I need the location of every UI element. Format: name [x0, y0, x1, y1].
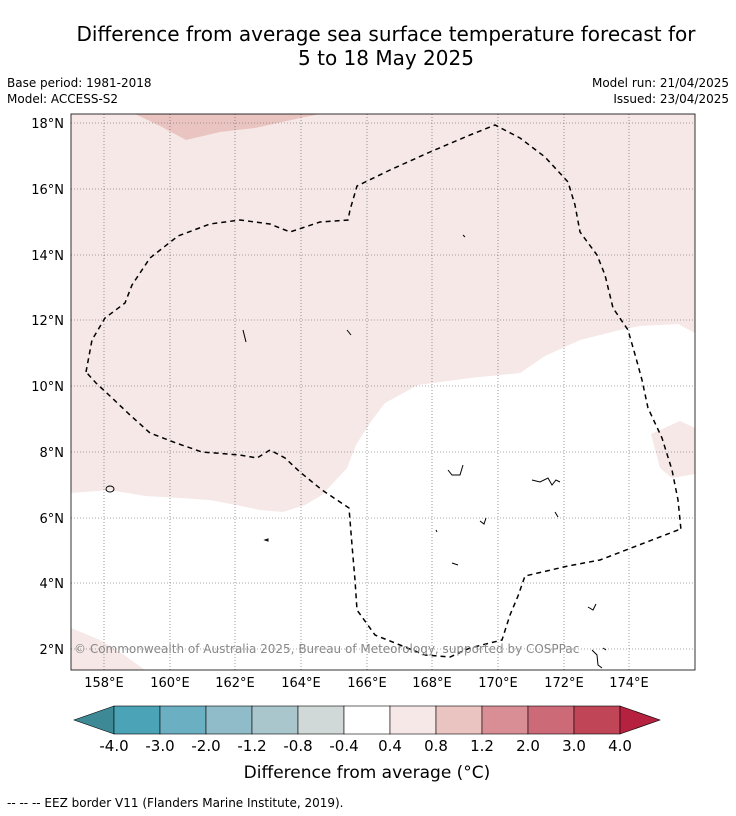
colorbar-tick-label: 3.0: [562, 737, 586, 755]
colorbar-tick-label: 0.4: [378, 737, 402, 755]
colorbar-segment: [481, 705, 529, 735]
lon-label: 172°E: [544, 676, 584, 691]
colorbar-tick-label: 4.0: [608, 737, 632, 755]
lat-label: 2°N: [40, 643, 65, 658]
lon-label: 168°E: [412, 676, 452, 691]
colorbar-tick-label: 2.0: [516, 737, 540, 755]
lon-label: 166°E: [347, 676, 387, 691]
colorbar: [73, 705, 661, 735]
title-line-1: Difference from average sea surface temp…: [76, 22, 696, 46]
lat-label: 10°N: [31, 380, 64, 395]
colorbar-segment: [435, 705, 483, 735]
lat-label: 6°N: [40, 512, 65, 527]
colorbar-segment: [527, 705, 575, 735]
meta-left: Base period: 1981-2018 Model: ACCESS-S2: [7, 75, 152, 107]
colorbar-tick-label: -3.0: [145, 737, 174, 755]
colorbar-segment: [297, 705, 345, 735]
islands: [105, 234, 607, 669]
colorbar-segment: [159, 705, 207, 735]
colorbar-segment: [113, 705, 161, 735]
meta-right: Model run: 21/04/2025 Issued: 23/04/2025: [592, 75, 729, 107]
colorbar-tick-label: -1.2: [237, 737, 266, 755]
lon-labels: 158°E 160°E 162°E 164°E 166°E 168°E 170°…: [84, 676, 649, 691]
colorbar-tick-label: -0.8: [283, 737, 312, 755]
lon-label: 158°E: [84, 676, 124, 691]
gridlines: [71, 114, 695, 670]
warm-anomaly-region: [71, 114, 695, 512]
map-frame: [70, 113, 696, 671]
lon-label: 174°E: [609, 676, 649, 691]
colorbar-segment: [205, 705, 253, 735]
colorbar-extension-high: [619, 705, 661, 735]
lat-label: 4°N: [40, 577, 65, 592]
map-title: Difference from average sea surface temp…: [0, 22, 736, 70]
colorbar-segment: [573, 705, 621, 735]
colorbar-extension-low: [73, 705, 115, 735]
lat-label: 18°N: [31, 117, 64, 132]
colorbar-tick-label: -4.0: [99, 737, 128, 755]
lon-label: 170°E: [478, 676, 518, 691]
base-period: Base period: 1981-2018: [7, 76, 152, 90]
warmer-anomaly-region: [135, 114, 320, 140]
title-line-2: 5 to 18 May 2025: [298, 46, 474, 70]
model-name: Model: ACCESS-S2: [7, 92, 119, 106]
lat-labels: 18°N 16°N 14°N 12°N 10°N 8°N 6°N 4°N 2°N: [31, 117, 64, 658]
colorbar-title: Difference from average (°C): [243, 763, 491, 783]
warm-anomaly-region-east: [651, 421, 695, 478]
copyright-note: © Commonwealth of Australia 2025, Bureau…: [74, 642, 579, 656]
lat-label: 16°N: [31, 183, 64, 198]
colorbar-tick-label: 0.8: [424, 737, 448, 755]
eez-border: [85, 124, 682, 658]
lon-label: 164°E: [281, 676, 321, 691]
colorbar-segment: [389, 705, 437, 735]
colorbar-segment: [251, 705, 299, 735]
lat-label: 12°N: [31, 314, 64, 329]
lon-label: 160°E: [150, 676, 190, 691]
colorbar-tick-label: -0.4: [329, 737, 358, 755]
issued-date: Issued: 23/04/2025: [613, 92, 729, 106]
colorbar-segment: [343, 705, 391, 735]
lon-label: 162°E: [215, 676, 255, 691]
lat-label: 14°N: [31, 249, 64, 264]
colorbar-tick-label: -2.0: [191, 737, 220, 755]
colorbar-tick-label: 1.2: [470, 737, 494, 755]
colorbar-labels: -4.0 -3.0 -2.0 -1.2 -0.8 -0.4 0.4 0.8 1.2 2.0 3.0 4…: [99, 737, 632, 755]
lat-label: 8°N: [40, 446, 65, 461]
model-run: Model run: 21/04/2025: [591, 76, 729, 90]
eez-footnote: -- -- -- EEZ border V11 (Flanders Marine…: [7, 796, 344, 810]
map-area: [71, 114, 695, 670]
